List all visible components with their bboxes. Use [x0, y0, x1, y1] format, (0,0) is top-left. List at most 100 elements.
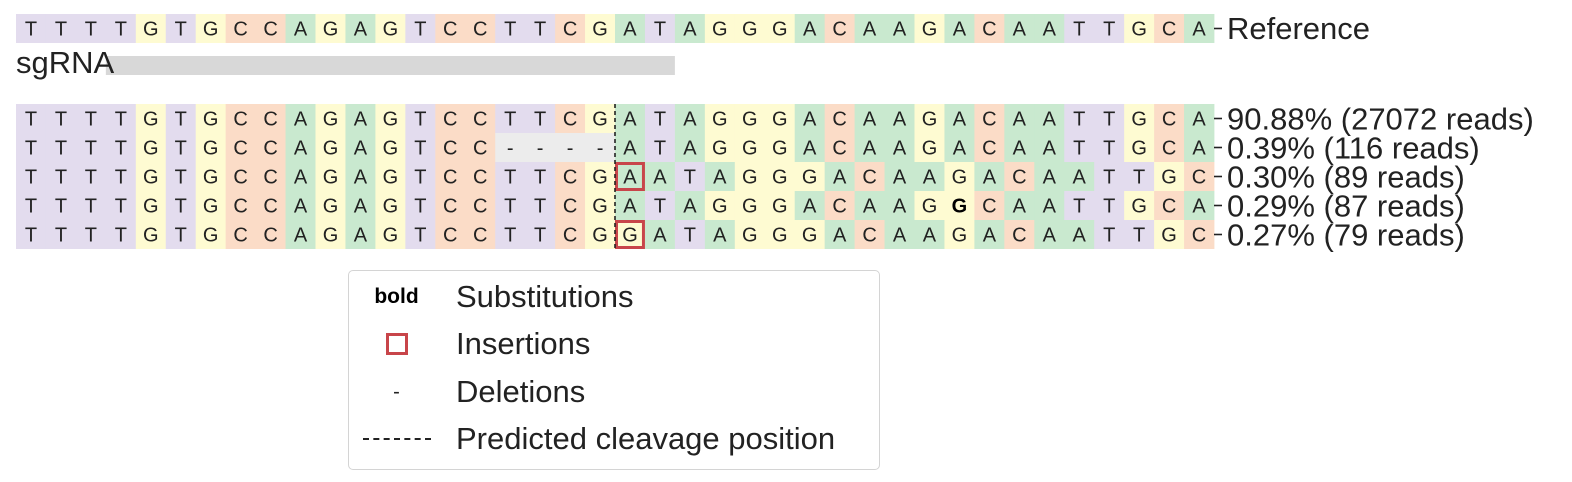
base-cell	[555, 14, 586, 43]
base-cell	[375, 191, 406, 220]
base-letter: G	[1131, 109, 1147, 131]
base-letter: T	[414, 19, 426, 41]
base-letter: G	[143, 196, 159, 218]
base-letter: A	[294, 109, 308, 131]
base-cell	[345, 104, 376, 133]
base-cell	[615, 220, 646, 249]
base-cell	[644, 162, 676, 191]
base-cell	[255, 191, 286, 220]
base-letter: T	[504, 109, 516, 131]
base-letter: T	[504, 19, 516, 41]
base-letter: C	[233, 109, 247, 131]
base-letter: G	[622, 225, 638, 247]
base-letter: G	[922, 196, 938, 218]
base-cell	[165, 191, 197, 220]
base-letter: T	[414, 138, 426, 160]
base-cell	[195, 104, 227, 133]
base-letter: G	[1131, 196, 1147, 218]
sgrna-label: sgRNA	[16, 45, 115, 80]
allele-label: 90.88% (27072 reads)	[1227, 102, 1534, 137]
base-letter: T	[115, 225, 127, 247]
base-cell	[555, 133, 586, 162]
base-cell	[644, 14, 676, 43]
base-letter: A	[653, 225, 667, 247]
base-cell	[495, 162, 526, 191]
base-letter: T	[684, 167, 696, 189]
base-cell	[1094, 162, 1125, 191]
base-letter: C	[263, 196, 277, 218]
base-cell	[165, 133, 197, 162]
base-cell	[525, 220, 556, 249]
base-cell	[704, 191, 736, 220]
base-letter: T	[115, 196, 127, 218]
base-letter: G	[712, 109, 728, 131]
base-letter: A	[953, 19, 967, 41]
base-letter: C	[1162, 19, 1176, 41]
base-letter: T	[25, 138, 37, 160]
base-cell	[465, 162, 496, 191]
base-letter: T	[25, 167, 37, 189]
base-letter: G	[383, 196, 399, 218]
base-letter: A	[803, 19, 817, 41]
base-letter: G	[203, 225, 219, 247]
base-cell	[525, 162, 556, 191]
base-cell	[435, 162, 466, 191]
legend-substitutions: bold Substitutions	[349, 277, 879, 317]
base-letter: T	[1073, 19, 1085, 41]
base-cell	[255, 162, 286, 191]
base-letter: T	[1073, 196, 1085, 218]
base-cell	[824, 191, 855, 220]
base-letter: T	[115, 109, 127, 131]
base-cell	[345, 14, 376, 43]
base-letter: T	[25, 225, 37, 247]
base-letter: A	[863, 138, 877, 160]
base-cell	[1124, 14, 1155, 43]
base-letter: A	[893, 225, 907, 247]
base-letter: T	[1103, 138, 1115, 160]
base-cell	[764, 191, 796, 220]
base-letter: G	[742, 109, 758, 131]
base-cell	[285, 220, 316, 249]
base-letter: C	[263, 19, 277, 41]
base-letter: G	[323, 167, 339, 189]
base-cell	[135, 191, 167, 220]
base-letter: G	[802, 167, 818, 189]
base-cell	[854, 104, 885, 133]
base-cell	[225, 104, 256, 133]
insertion-box	[615, 220, 645, 249]
base-cell	[345, 220, 376, 249]
base-cell	[225, 14, 256, 43]
base-cell	[45, 104, 77, 133]
base-cell	[704, 133, 736, 162]
legend-deletions-label: Deletions	[456, 374, 586, 409]
base-letter: T	[414, 167, 426, 189]
base-letter: T	[534, 196, 546, 218]
base-cell	[1034, 14, 1065, 43]
base-letter: C	[443, 109, 457, 131]
base-cell	[1184, 191, 1215, 220]
base-cell	[585, 133, 616, 162]
base-cell	[615, 104, 646, 133]
base-letter: A	[1013, 109, 1027, 131]
base-cell	[315, 162, 346, 191]
base-letter: G	[922, 19, 938, 41]
base-letter: A	[623, 196, 637, 218]
base-letter: -	[507, 138, 514, 160]
base-cell	[914, 162, 945, 191]
base-cell	[195, 220, 227, 249]
base-letter: C	[563, 225, 577, 247]
base-letter: C	[263, 138, 277, 160]
base-letter: C	[443, 167, 457, 189]
base-letter: T	[85, 138, 97, 160]
base-cell	[555, 162, 586, 191]
base-letter: C	[832, 109, 846, 131]
base-letter: G	[1131, 19, 1147, 41]
base-letter: G	[772, 167, 788, 189]
dashed-line-icon	[362, 438, 431, 440]
base-cell	[944, 133, 975, 162]
base-cell	[974, 162, 1005, 191]
base-cell	[255, 220, 286, 249]
base-letter: C	[563, 167, 577, 189]
base-cell	[1154, 14, 1185, 43]
